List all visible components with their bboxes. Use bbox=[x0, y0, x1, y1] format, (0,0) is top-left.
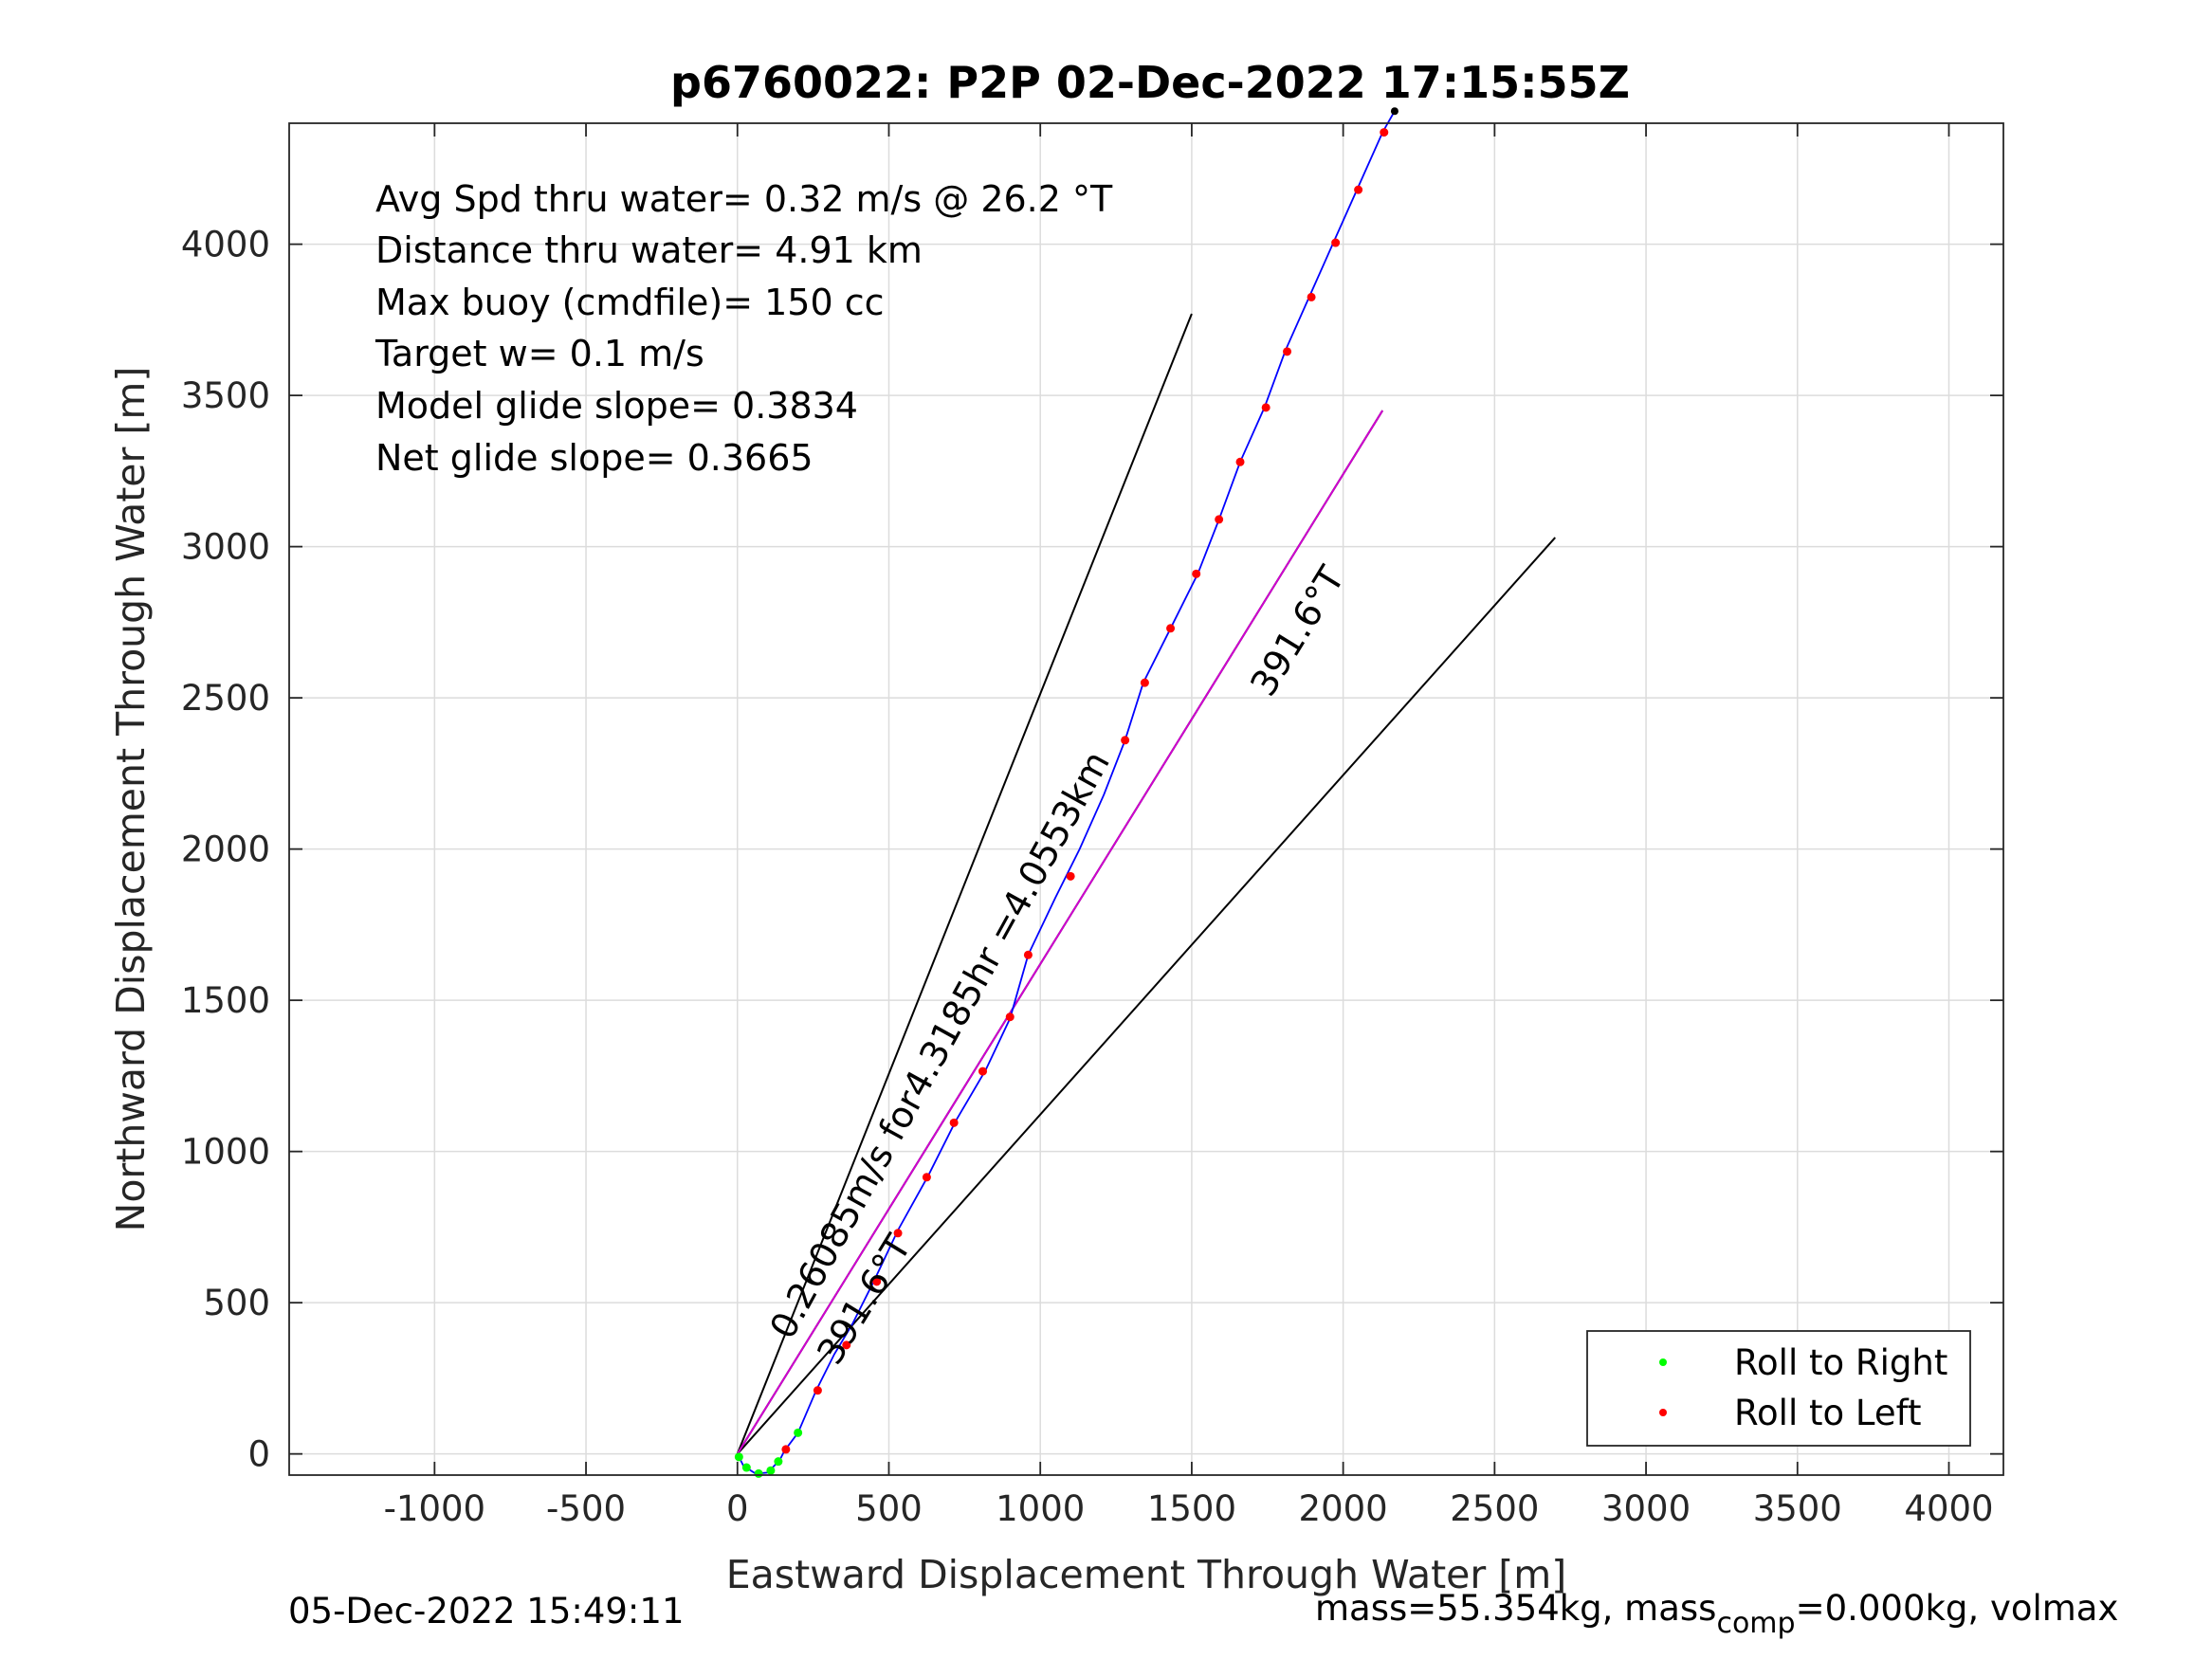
y-tick-label: 500 bbox=[203, 1283, 270, 1323]
heading-annotation-upper: 391.6°T bbox=[1242, 558, 1353, 702]
reference-line bbox=[737, 537, 1556, 1455]
x-tick-label: 2500 bbox=[1450, 1488, 1539, 1529]
roll-left-point bbox=[922, 1173, 931, 1182]
x-tick-label: 0 bbox=[726, 1488, 749, 1529]
footer-mass-subscript: comp bbox=[1716, 1607, 1795, 1640]
roll-left-point bbox=[872, 1277, 882, 1286]
roll-right-point bbox=[741, 1463, 751, 1472]
x-tick-label: 4000 bbox=[1904, 1488, 1993, 1529]
roll-left-point bbox=[1023, 950, 1033, 959]
roll-right-point bbox=[794, 1428, 803, 1437]
roll-left-point bbox=[1331, 238, 1341, 247]
roll-left-point bbox=[1354, 185, 1363, 194]
footer-date: 05-Dec-2022 15:49:11 bbox=[288, 1591, 684, 1632]
roll-right-point bbox=[774, 1457, 783, 1467]
y-tick-label: 3000 bbox=[181, 527, 270, 568]
roll-left-point bbox=[949, 1118, 959, 1127]
roll-left-point bbox=[978, 1066, 988, 1076]
roll-left-point bbox=[1192, 569, 1201, 578]
roll-left-point bbox=[781, 1445, 791, 1454]
footer-mass-rest: =0.000kg, volmax bbox=[1796, 1588, 2119, 1629]
y-tick-label: 2500 bbox=[181, 678, 270, 719]
roll-left-point bbox=[1235, 457, 1245, 466]
roll-left-point bbox=[1166, 624, 1176, 633]
info-box: Avg Spd thru water= 0.32 m/s @ 26.2 °T D… bbox=[375, 178, 1113, 479]
x-tick-label: 1000 bbox=[996, 1488, 1085, 1529]
roll-left-point bbox=[1307, 292, 1316, 301]
reference-line bbox=[736, 410, 1384, 1455]
y-axis-label: Northward Displacement Through Water [m] bbox=[108, 367, 154, 1232]
roll-left-point bbox=[813, 1386, 822, 1395]
roll-left-point bbox=[842, 1340, 851, 1350]
x-tick-label: 3000 bbox=[1601, 1488, 1691, 1529]
info-line-model-glide: Model glide slope= 0.3834 bbox=[375, 385, 858, 427]
chart-title: p6760022: P2P 02-Dec-2022 17:15:55Z bbox=[670, 57, 1630, 108]
legend-label-roll-right: Roll to Right bbox=[1734, 1342, 1947, 1383]
roll-left-point bbox=[1121, 736, 1130, 745]
x-tick-label: 500 bbox=[855, 1488, 923, 1529]
roll-left-point bbox=[1005, 1012, 1015, 1022]
roll-left-point bbox=[1140, 678, 1149, 687]
x-tick-label: 2000 bbox=[1299, 1488, 1388, 1529]
y-tick-label: 0 bbox=[247, 1434, 270, 1475]
grid bbox=[289, 123, 2003, 1475]
reference-lines bbox=[736, 313, 1556, 1455]
legend-label-roll-left: Roll to Left bbox=[1734, 1393, 1922, 1433]
x-tick-label: -500 bbox=[546, 1488, 626, 1529]
legend: Roll to Right Roll to Left bbox=[1586, 1330, 1971, 1447]
roll-right-point bbox=[754, 1468, 763, 1478]
y-tick-label: 3500 bbox=[181, 375, 270, 416]
info-line-distance: Distance thru water= 4.91 km bbox=[375, 229, 923, 271]
y-tick-label: 1000 bbox=[181, 1132, 270, 1173]
info-line-max-buoy: Max buoy (cmdfile)= 150 cc bbox=[375, 282, 885, 323]
info-line-avg-speed: Avg Spd thru water= 0.32 m/s @ 26.2 °T bbox=[375, 178, 1113, 220]
axis-ticks: -1000 -500 0 500 1000 1500 2000 2500 3000 3500 400… bbox=[181, 123, 2003, 1529]
roll-left-point bbox=[1261, 403, 1271, 412]
info-line-net-glide: Net glide slope= 0.3665 bbox=[375, 437, 814, 479]
info-line-target-w: Target w= 0.1 m/s bbox=[375, 333, 704, 374]
x-tick-label: -1000 bbox=[384, 1488, 486, 1529]
legend-marker-roll-left bbox=[1659, 1409, 1667, 1416]
legend-marker-roll-right bbox=[1659, 1358, 1667, 1366]
x-tick-label: 1500 bbox=[1147, 1488, 1236, 1529]
reference-line bbox=[736, 313, 1193, 1455]
y-tick-label: 4000 bbox=[181, 225, 270, 265]
roll-left-point bbox=[1066, 871, 1075, 881]
track-end-point bbox=[1390, 107, 1398, 116]
roll-left-point bbox=[1380, 128, 1389, 137]
footer-mass: mass=55.354kg, masscomp=0.000kg, volmax bbox=[1315, 1588, 2118, 1640]
roll-left-point bbox=[1215, 515, 1224, 524]
roll-markers bbox=[734, 128, 1389, 1478]
x-tick-label: 3500 bbox=[1753, 1488, 1842, 1529]
y-tick-label: 1500 bbox=[181, 980, 270, 1021]
speed-annotation: 0.26085m/s for4.3185hr =4.0553km bbox=[761, 744, 1118, 1345]
plot-area-frame bbox=[288, 122, 2004, 1476]
legend-box bbox=[1586, 1330, 1971, 1447]
roll-right-point bbox=[766, 1466, 776, 1475]
x-axis-label: Eastward Displacement Through Water [m] bbox=[726, 1552, 1566, 1597]
roll-left-point bbox=[893, 1229, 903, 1238]
roll-right-point bbox=[734, 1452, 743, 1462]
roll-left-point bbox=[1283, 347, 1292, 356]
y-tick-label: 2000 bbox=[181, 830, 270, 870]
footer-mass-main: mass=55.354kg, mass bbox=[1315, 1588, 1716, 1629]
